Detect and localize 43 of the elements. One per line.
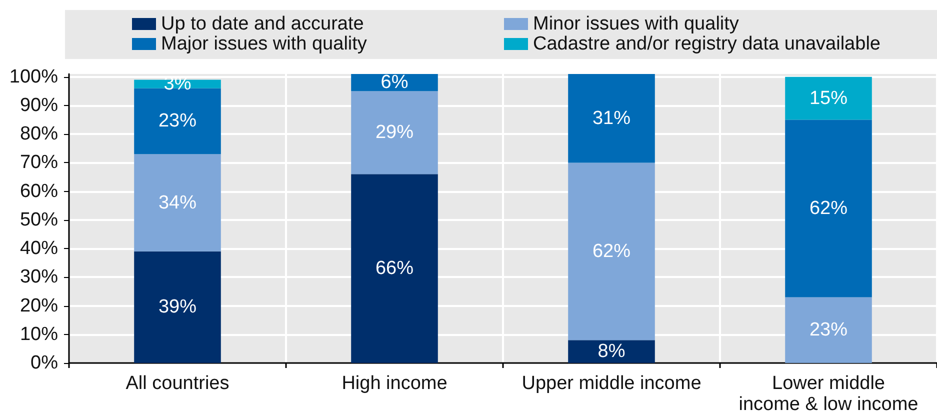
- y-tick-label: 90%: [20, 94, 58, 116]
- data-label: 62%: [592, 240, 631, 262]
- y-tick-label: 50%: [20, 209, 58, 230]
- data-label: 66%: [375, 258, 414, 280]
- legend-label: Up to date and accurate: [161, 14, 364, 34]
- y-tick-label: 40%: [20, 238, 58, 260]
- bar: [134, 251, 221, 363]
- bar: [351, 91, 438, 174]
- data-label: 23%: [158, 110, 197, 132]
- x-tick-label: Upper middle income: [522, 373, 702, 394]
- y-tick-label: 30%: [20, 266, 58, 288]
- legend-label: Major issues with quality: [161, 34, 368, 54]
- x-tick-label: High income: [342, 373, 448, 394]
- y-tick-label: 20%: [20, 295, 58, 316]
- data-label: 29%: [375, 122, 414, 144]
- bar: [134, 88, 221, 154]
- bar: [568, 74, 655, 163]
- y-tick-label: 60%: [20, 180, 58, 202]
- y-tick-label: 80%: [20, 124, 58, 145]
- bar: [568, 340, 655, 363]
- bar: [568, 162, 655, 340]
- bar: [134, 154, 221, 252]
- bar: [785, 297, 872, 363]
- y-tick-label: 10%: [20, 324, 58, 345]
- data-label: 31%: [592, 108, 631, 129]
- bar: [351, 174, 438, 363]
- y-tick-label: 0%: [30, 352, 58, 374]
- legend-label: Cadastre and/or registry data unavailable: [533, 34, 880, 54]
- x-tick-label: All countries: [126, 373, 230, 394]
- data-label: 6%: [380, 72, 408, 94]
- data-label: 8%: [598, 341, 626, 362]
- bar: [785, 120, 872, 298]
- y-tick-label: 70%: [20, 152, 58, 174]
- data-label: 23%: [809, 320, 848, 341]
- y-tick-label: 100%: [9, 66, 58, 88]
- data-label: 34%: [158, 192, 197, 214]
- legend-label: Minor issues with quality: [533, 14, 740, 34]
- data-label: 15%: [809, 88, 848, 109]
- data-label: 39%: [158, 296, 197, 318]
- data-label: 62%: [809, 198, 848, 219]
- x-tick-label: Lower middle income & low income: [738, 373, 918, 415]
- bar: [785, 76, 872, 120]
- bar: [134, 80, 221, 88]
